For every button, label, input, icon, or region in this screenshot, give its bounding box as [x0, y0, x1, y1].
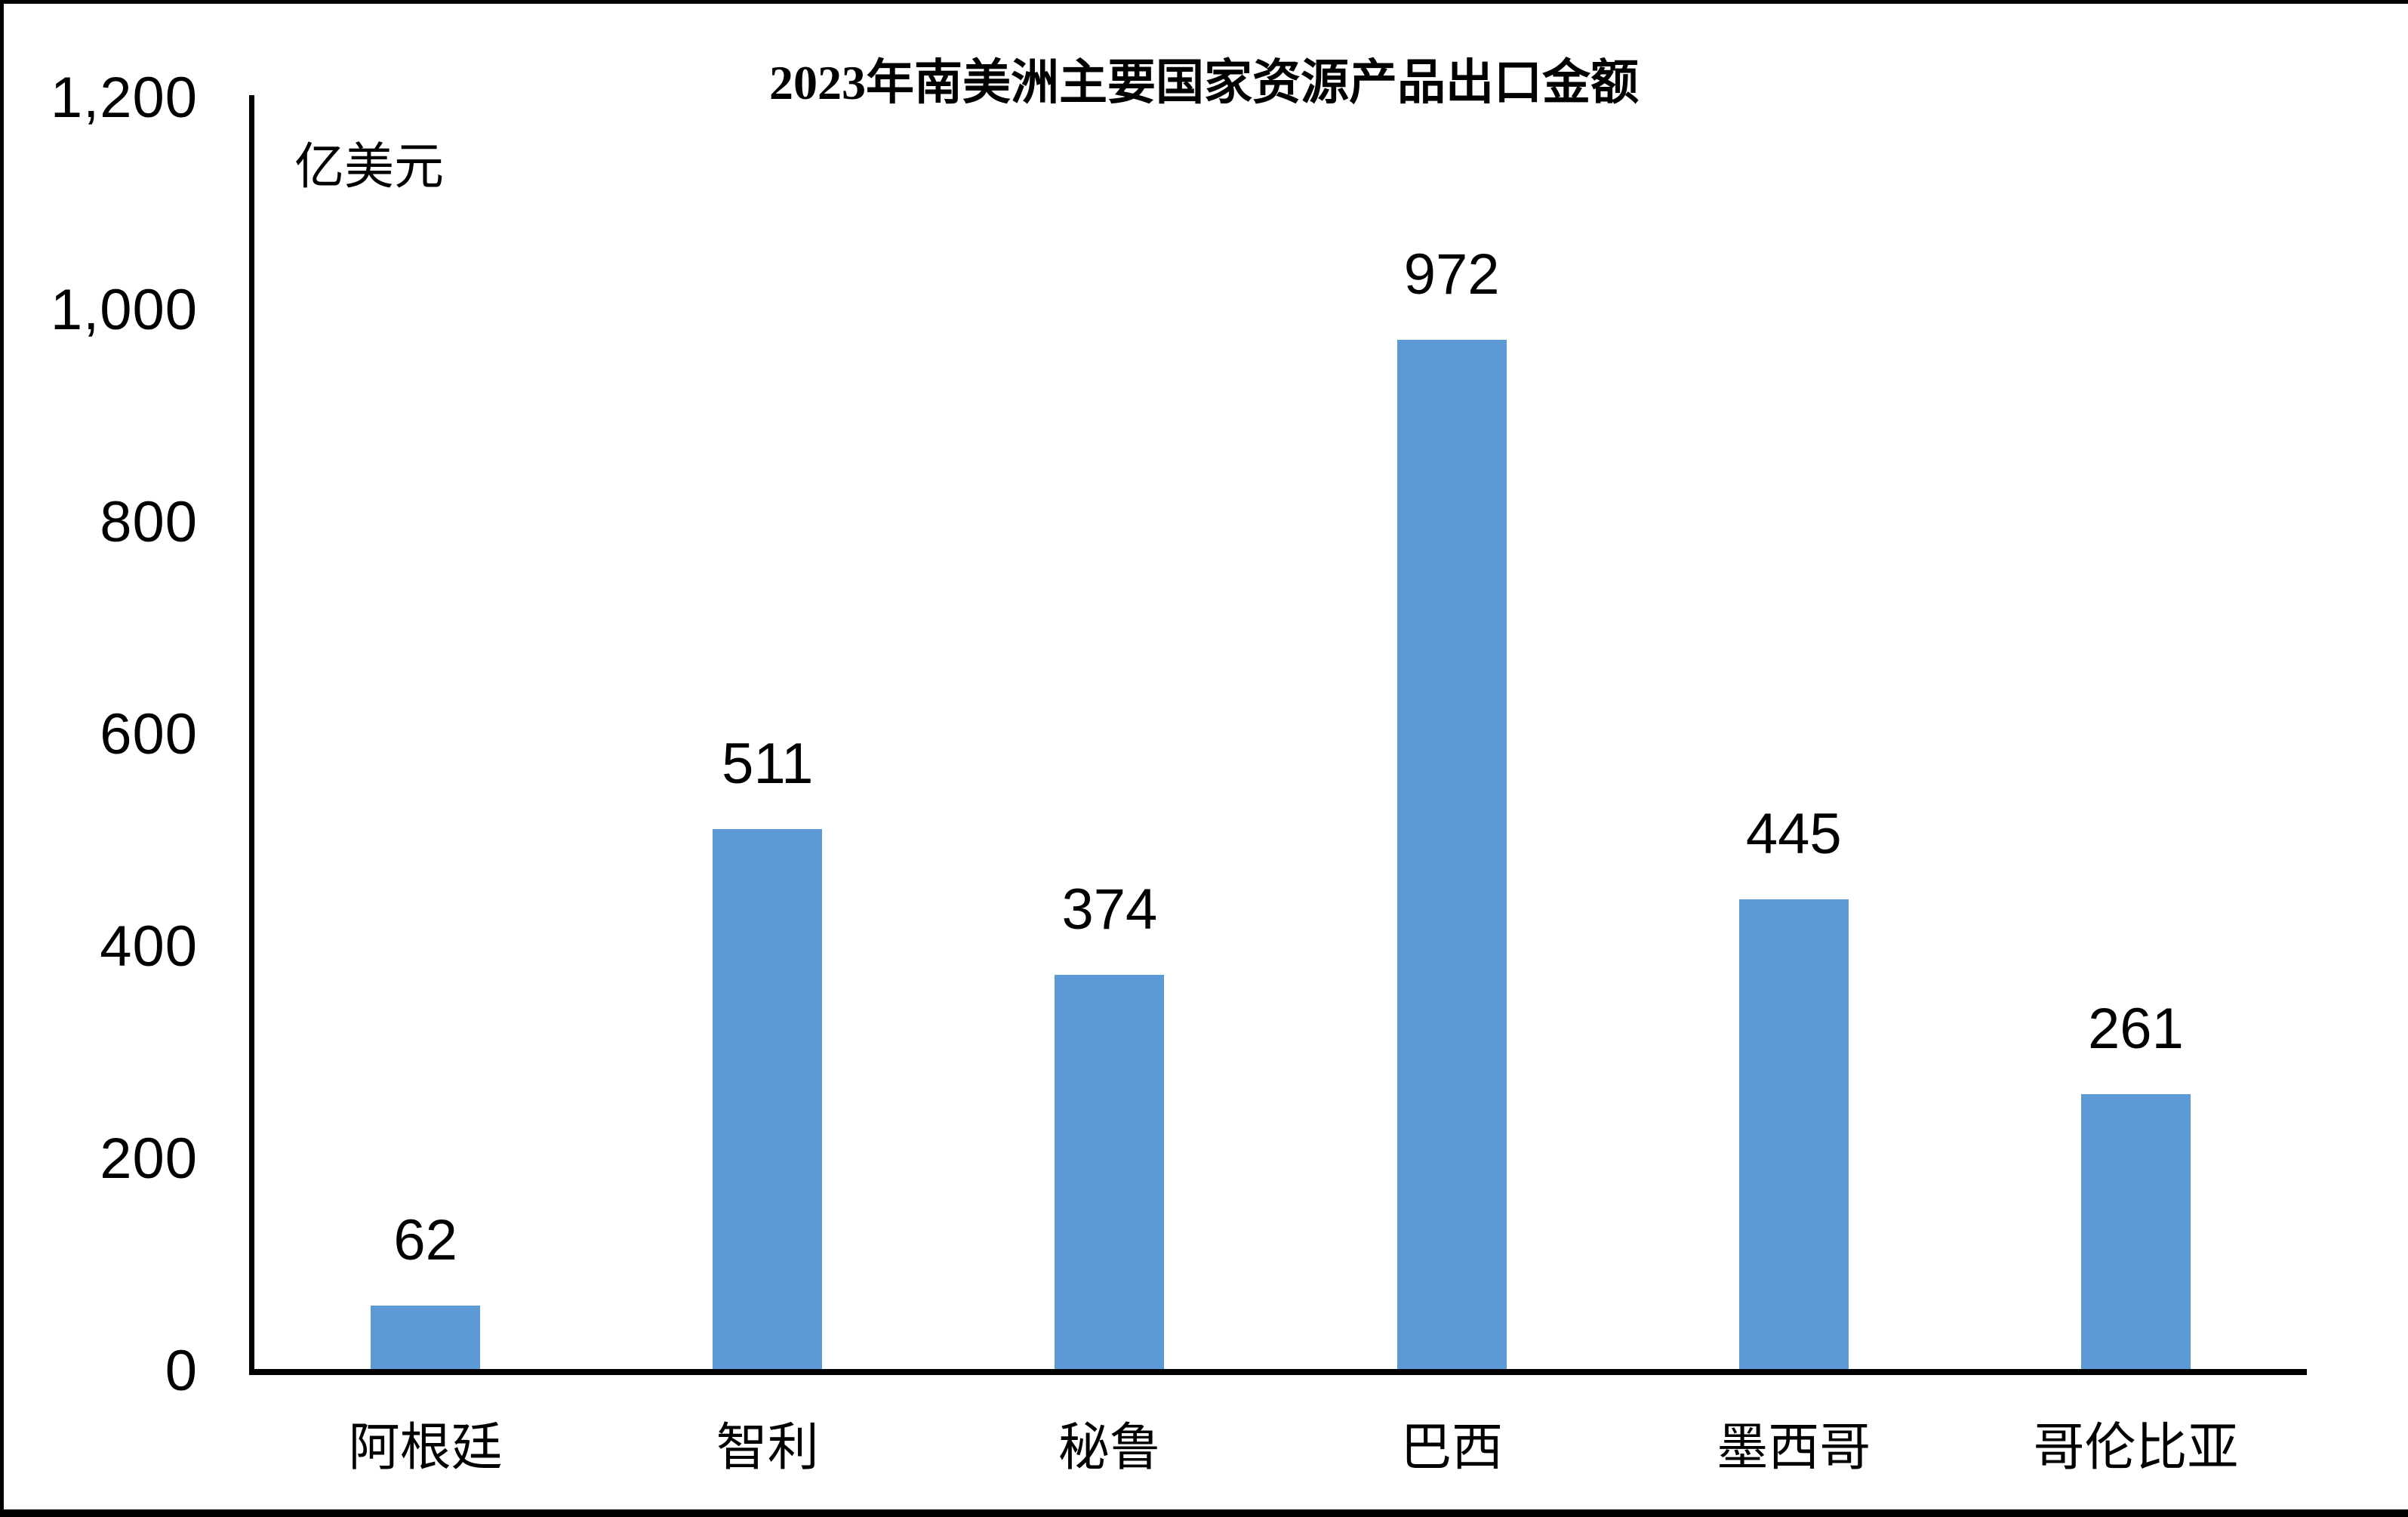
bar: [371, 1305, 481, 1371]
image-border-left: [0, 0, 4, 1517]
image-border-top: [0, 0, 2408, 4]
bar: [2080, 1094, 2191, 1371]
bar-slot: 374: [938, 98, 1280, 1371]
y-tick-label: 600: [100, 702, 198, 766]
y-tick-label: 1,200: [50, 66, 198, 130]
image-border-bottom: [0, 1509, 2408, 1517]
y-axis-unit-label: 亿美元: [294, 140, 444, 195]
bar-value-label: 62: [393, 1207, 457, 1272]
bar: [1055, 974, 1165, 1371]
bar-slot: 972: [1281, 98, 1623, 1371]
bar-slot: 261: [1965, 98, 2307, 1371]
chart-title: 2023年南美洲主要国家资源产品出口金额: [769, 56, 1639, 109]
bar-value-label: 374: [1061, 877, 1158, 942]
bar-value-label: 261: [2088, 997, 2184, 1062]
bar: [1738, 899, 1849, 1371]
bar: [1396, 340, 1507, 1371]
bar-value-label: 972: [1403, 242, 1500, 307]
x-axis-line: [249, 1369, 2307, 1375]
bar-value-label: 511: [722, 732, 814, 797]
bar-slot: 62: [254, 98, 596, 1371]
y-tick-label: 200: [100, 1127, 198, 1191]
x-category-label: 墨西哥: [1717, 1419, 1871, 1476]
bar-slot: 445: [1623, 98, 1965, 1371]
y-tick-label: 800: [100, 490, 198, 554]
bar-slot: 511: [596, 98, 938, 1371]
x-category-label: 秘鲁: [1058, 1419, 1161, 1476]
y-axis-tick-labels: 1,200 1,000 800 600 400 200 0: [0, 68, 198, 1401]
x-category-label: 阿根廷: [348, 1419, 503, 1476]
x-category-label: 巴西: [1400, 1419, 1504, 1476]
x-axis-category-labels: 阿根廷 智利 秘鲁 巴西 墨西哥 哥伦比亚: [254, 1406, 2307, 1489]
bar: [713, 829, 823, 1371]
plot-area: 62 511 374 972 445 261: [254, 98, 2307, 1371]
y-axis-line: [249, 95, 254, 1374]
y-tick-label: 400: [100, 914, 198, 979]
x-category-label: 哥伦比亚: [2033, 1419, 2239, 1476]
y-tick-label: 1,000: [50, 278, 198, 342]
bar-value-label: 445: [1745, 801, 1842, 866]
x-category-label: 智利: [716, 1419, 819, 1476]
y-tick-label: 0: [165, 1339, 198, 1403]
